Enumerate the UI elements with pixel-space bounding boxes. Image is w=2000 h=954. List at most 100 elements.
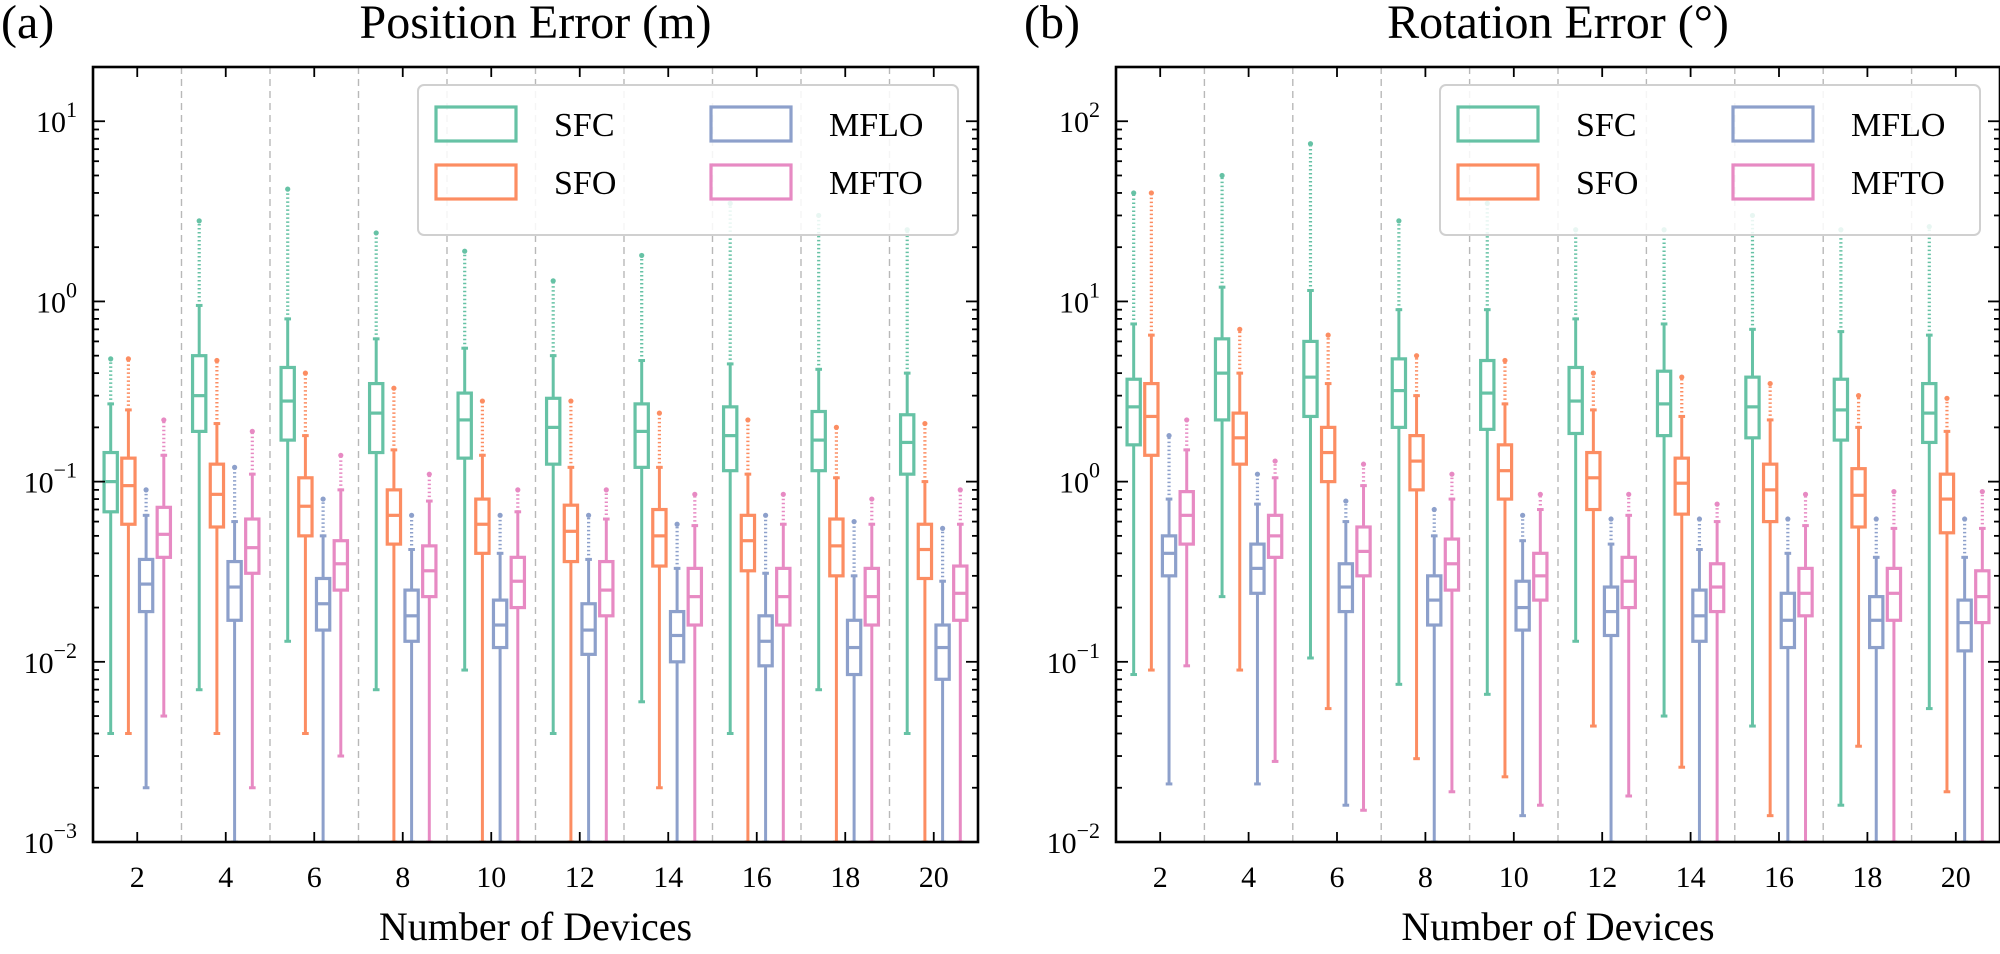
legend-item-sfc: SFC [434, 105, 615, 144]
iqr-box [190, 354, 208, 433]
flier-max-point [214, 357, 220, 364]
box-sfc-14 [1655, 227, 1673, 718]
iqr-box [385, 488, 403, 546]
box-sfo-4 [208, 357, 226, 736]
box-mflo-6 [1337, 498, 1355, 807]
iqr-box [1850, 467, 1867, 529]
series-mflo [1160, 433, 1973, 842]
box-sfc-20 [1921, 224, 1938, 711]
x-tick-label: 2 [1153, 861, 1168, 894]
flier-max-point [1962, 516, 1968, 522]
x-tick-label: 12 [565, 861, 595, 894]
iqr-box [1178, 490, 1195, 546]
box-sfo-4 [1231, 326, 1248, 672]
box-sfc-14 [633, 252, 650, 704]
iqr-box [1938, 472, 1956, 535]
box-sfo-10 [474, 398, 491, 842]
plot-frame [91, 65, 980, 844]
flier-max-point [745, 417, 751, 423]
flier-max-point [1855, 393, 1862, 399]
x-tick-label: 18 [830, 861, 860, 894]
iqr-box [562, 503, 580, 564]
x-tick-label: 10 [1499, 861, 1529, 894]
flier-max-point [1502, 357, 1508, 364]
iqr-box [934, 623, 951, 681]
box-mflo-14 [1691, 516, 1708, 842]
flier-max-point [1431, 506, 1437, 513]
flier-max-point [232, 464, 238, 470]
flier-max-point [780, 491, 786, 497]
flier-max-point [940, 525, 946, 532]
legend-swatch [1731, 105, 1815, 143]
iqr-box [1390, 357, 1408, 429]
series-mfto [155, 417, 969, 842]
box-sfc-2 [1125, 190, 1142, 677]
flier-max-point [568, 398, 574, 404]
box-sfc-16 [1744, 212, 1761, 728]
flier-max-point [1343, 498, 1349, 504]
box-sfo-6 [1319, 332, 1337, 711]
series-mfto [1178, 417, 1991, 842]
iqr-box [651, 507, 668, 568]
box-mfto-12 [598, 487, 615, 842]
box-mflo-16 [757, 512, 774, 842]
legend-item-mfto: MFTO [709, 163, 923, 202]
y-tick-base: 10 [1059, 467, 1089, 500]
box-mfto-12 [1620, 491, 1637, 798]
box-mflo-4 [1249, 471, 1266, 786]
y-tick-exponent: −1 [1077, 638, 1100, 663]
flier-max-point [1785, 516, 1791, 522]
iqr-box [1956, 598, 1973, 653]
iqr-box [1125, 377, 1142, 447]
y-tick-label: 101 [1059, 277, 1100, 319]
flier-max-point [391, 385, 397, 391]
box-sfc-4 [190, 218, 208, 692]
box-mfto-8 [1443, 471, 1461, 794]
y-tick-label: 102 [1059, 97, 1100, 139]
box-mfto-16 [1797, 491, 1814, 842]
y-tick-base: 10 [24, 647, 54, 680]
box-sfo-16 [1761, 380, 1779, 818]
x-tick-label: 10 [476, 861, 506, 894]
flier-max-point [851, 518, 857, 525]
box-sfc-20 [898, 227, 916, 736]
iqr-box [1868, 595, 1885, 650]
box-mfto-6 [332, 452, 350, 758]
iqr-box [1143, 381, 1160, 457]
flier-max-point [1396, 218, 1402, 224]
flier-max-point [1219, 172, 1225, 179]
flier-max-point [196, 218, 202, 224]
box-mflo-2 [1160, 433, 1178, 786]
box-mflo-14 [668, 521, 686, 842]
y-tick-exponent: −1 [54, 458, 77, 483]
flier-max-point [302, 370, 308, 376]
box-sfo-10 [1496, 357, 1514, 779]
x-tick-label: 16 [1764, 861, 1794, 894]
box-sfc-4 [1213, 172, 1231, 599]
iqr-box [1408, 434, 1425, 492]
box-sfc-2 [102, 356, 119, 736]
x-tick-label: 2 [130, 861, 145, 894]
legend-swatch [709, 105, 793, 143]
flier-max-point [1272, 458, 1278, 464]
flier-max-point [338, 452, 344, 458]
y-tick-base: 10 [24, 827, 54, 860]
iqr-box [916, 522, 934, 581]
box-mfto-20 [952, 487, 969, 842]
box-mflo-18 [845, 518, 863, 842]
flier-max-point [320, 496, 326, 502]
legend-item-mfto: MFTO [1731, 163, 1945, 202]
y-tick-label: 101 [36, 97, 77, 139]
flier-max-point [1802, 491, 1809, 497]
legend-item-sfo: SFO [434, 163, 616, 202]
flier-max-point [1166, 433, 1172, 439]
legend: SFC MFLO SFO MFTO [1439, 84, 1981, 236]
flier-max-point [1184, 417, 1190, 423]
flier-max-point [1520, 512, 1526, 518]
y-tick-base: 10 [1059, 286, 1089, 319]
x-tick-label: 8 [1418, 861, 1433, 894]
flier-max-point [1891, 489, 1897, 495]
legend-label: MFLO [829, 107, 923, 144]
